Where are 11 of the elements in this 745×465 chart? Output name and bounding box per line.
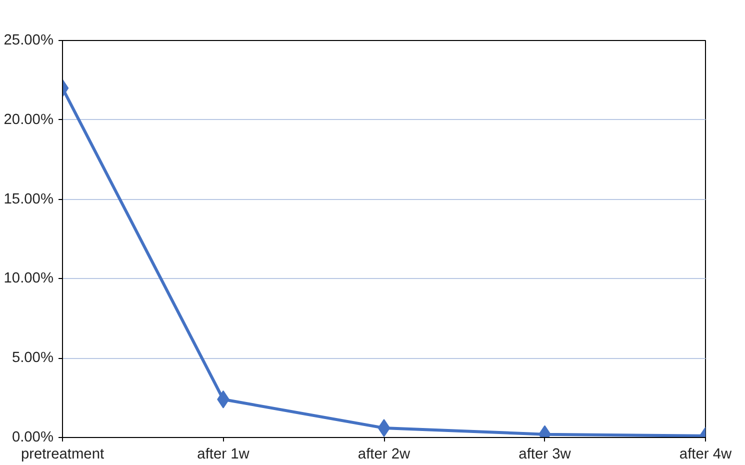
y-tick-label: 0.00% xyxy=(12,430,54,446)
y-tick-label: 5.00% xyxy=(12,350,54,366)
y-tick-label: 15.00% xyxy=(4,191,54,208)
x-tick-label: after 1w xyxy=(197,446,250,462)
y-tick-label: 25.00% xyxy=(4,32,54,48)
y-tick-label: 10.00% xyxy=(4,270,54,287)
x-tick-label: after 4w xyxy=(679,446,732,462)
x-tick-label: after 2w xyxy=(358,446,410,462)
y-tick-label: 20.00% xyxy=(4,112,54,128)
x-tick-label: after 3w xyxy=(518,446,572,462)
x-tick-label: pretreatment xyxy=(20,446,104,462)
